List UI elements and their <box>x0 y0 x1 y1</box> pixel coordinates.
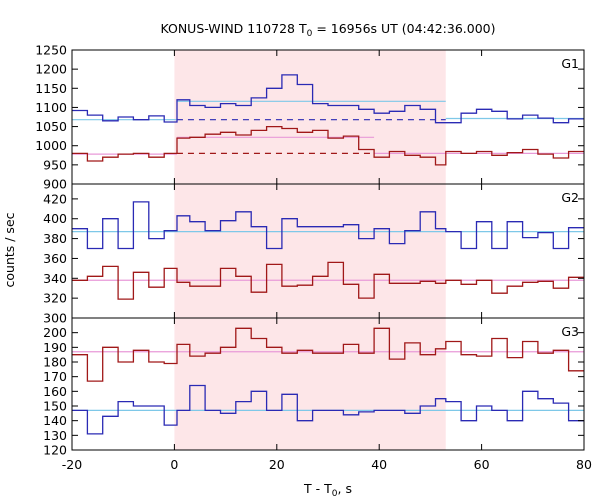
x-tick-label: -20 <box>62 457 82 472</box>
y-tick-label: 360 <box>43 251 67 266</box>
x-tick-label: 20 <box>269 457 285 472</box>
count-rate-step-line <box>72 384 584 435</box>
y-tick-label: 1000 <box>35 138 67 153</box>
x-tick-label: 80 <box>576 457 592 472</box>
y-tick-label: 180 <box>43 355 67 370</box>
y-tick-label: 900 <box>43 177 67 192</box>
y-axis-label: counts / sec <box>2 212 17 287</box>
y-tick-label: 1200 <box>35 62 67 77</box>
y-tick-label: 300 <box>43 311 67 326</box>
y-tick-label: 130 <box>43 428 67 443</box>
count-rate-step-line <box>72 74 584 124</box>
y-tick-label: 200 <box>43 325 67 340</box>
count-rate-step-line <box>72 201 584 250</box>
y-tick-label: 340 <box>43 271 67 286</box>
panel-label: G1 <box>561 56 579 71</box>
y-tick-label: 320 <box>43 291 67 306</box>
count-rate-step-line <box>72 327 584 382</box>
panel-frame <box>71 317 585 451</box>
y-tick-label: 120 <box>43 443 67 458</box>
y-tick-label: 400 <box>43 211 67 226</box>
panel-label: G2 <box>561 190 579 205</box>
y-tick-label: 420 <box>43 191 67 206</box>
highlight-layer <box>174 50 446 450</box>
x-tick-label: 40 <box>371 457 387 472</box>
labels-layer: 900950100010501100115012001250G130032034… <box>35 43 592 473</box>
y-tick-label: 950 <box>43 157 67 172</box>
y-tick-label: 170 <box>43 369 67 384</box>
y-tick-label: 1250 <box>35 43 67 58</box>
y-tick-label: 140 <box>43 413 67 428</box>
count-rate-step-line <box>72 125 584 166</box>
axes-layer <box>71 49 585 451</box>
y-tick-label: 160 <box>43 384 67 399</box>
y-tick-label: 150 <box>43 399 67 414</box>
y-tick-label: 380 <box>43 231 67 246</box>
y-tick-label: 190 <box>43 340 67 355</box>
x-axis-label: T - T0, s <box>303 481 352 499</box>
panel-label: G3 <box>561 324 579 339</box>
y-tick-label: 1150 <box>35 81 67 96</box>
series-layer <box>72 74 584 435</box>
x-tick-label: 60 <box>474 457 490 472</box>
count-rate-step-line <box>72 261 584 300</box>
x-tick-label: 0 <box>170 457 178 472</box>
chart-title: KONUS-WIND 110728 T0 = 16956s UT (04:42:… <box>160 21 495 39</box>
y-tick-label: 1050 <box>35 119 67 134</box>
highlight-interval <box>174 50 446 450</box>
y-tick-label: 1100 <box>35 100 67 115</box>
